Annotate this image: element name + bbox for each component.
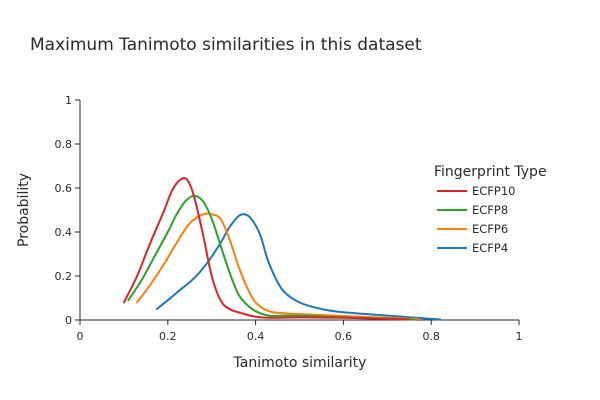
x-tick-label: 0.2: [159, 330, 177, 343]
x-tick-label: 0.6: [335, 330, 353, 343]
y-tick-label: 1: [65, 94, 72, 107]
x-tick-label: 0: [77, 330, 84, 343]
y-tick-label: 0.2: [55, 270, 73, 283]
plot-area: 0 0.2 0.4 0.6 0.8 1 0 0.2 0.4 0.6 0.8 1: [55, 94, 523, 343]
y-tick-label: 0.6: [55, 182, 73, 195]
legend: Fingerprint Type ECFP10 ECFP8 ECFP6 ECFP4: [434, 164, 547, 255]
legend-label-ecfp4: ECFP4: [472, 241, 508, 255]
y-tick-label: 0.4: [55, 226, 73, 239]
x-axis-title: Tanimoto similarity: [233, 355, 367, 371]
y-tick-label: 0.8: [55, 138, 73, 151]
legend-label-ecfp6: ECFP6: [472, 222, 508, 236]
x-tick-label: 1: [516, 330, 523, 343]
x-tick-label: 0.8: [422, 330, 440, 343]
x-tick-label: 0.4: [247, 330, 265, 343]
series-line-ecfp10: [122, 177, 411, 321]
legend-label-ecfp8: ECFP8: [472, 203, 508, 217]
chart-title: Maximum Tanimoto similarities in this da…: [30, 35, 422, 55]
legend-label-ecfp10: ECFP10: [472, 184, 515, 198]
series-line-ecfp4: [155, 213, 441, 321]
y-axis-title: Probability: [16, 173, 32, 247]
y-tick-label: 0: [65, 314, 72, 327]
series-line-ecfp8: [127, 194, 415, 321]
legend-title: Fingerprint Type: [434, 164, 547, 180]
series-line-ecfp6: [136, 212, 420, 320]
